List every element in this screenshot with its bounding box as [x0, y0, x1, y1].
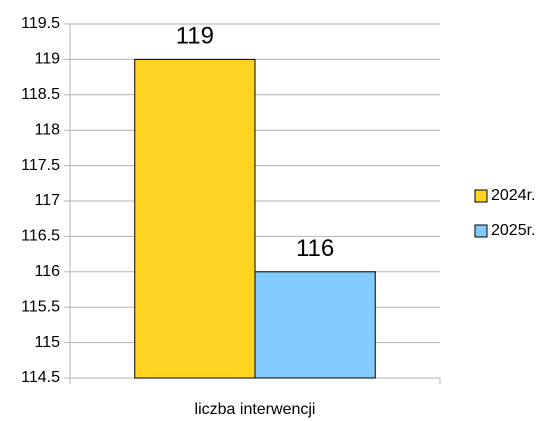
- legend-swatch: [474, 224, 488, 238]
- y-tick-label: 119: [34, 51, 60, 68]
- y-tick-label: 119.5: [21, 15, 60, 32]
- x-tick-label: liczba interwencji: [195, 401, 316, 418]
- data-label: 116: [296, 235, 334, 262]
- y-tick-label: 116.5: [21, 228, 60, 245]
- legend-swatch: [474, 189, 488, 203]
- y-tick-label: 114.5: [21, 369, 60, 386]
- y-tick-label: 116: [34, 263, 60, 280]
- y-tick-label: 117: [34, 192, 60, 209]
- data-label: 119: [176, 23, 214, 50]
- bar: [254, 271, 376, 379]
- y-tick-label: 115.5: [21, 298, 60, 315]
- legend-label: 2024r.: [491, 187, 535, 204]
- bar: [134, 58, 256, 379]
- y-tick-label: 118.5: [21, 86, 60, 103]
- legend-label: 2025r.: [491, 222, 535, 239]
- y-tick-label: 115: [34, 334, 60, 351]
- y-tick-label: 117.5: [21, 157, 60, 174]
- y-tick-label: 118: [34, 121, 60, 138]
